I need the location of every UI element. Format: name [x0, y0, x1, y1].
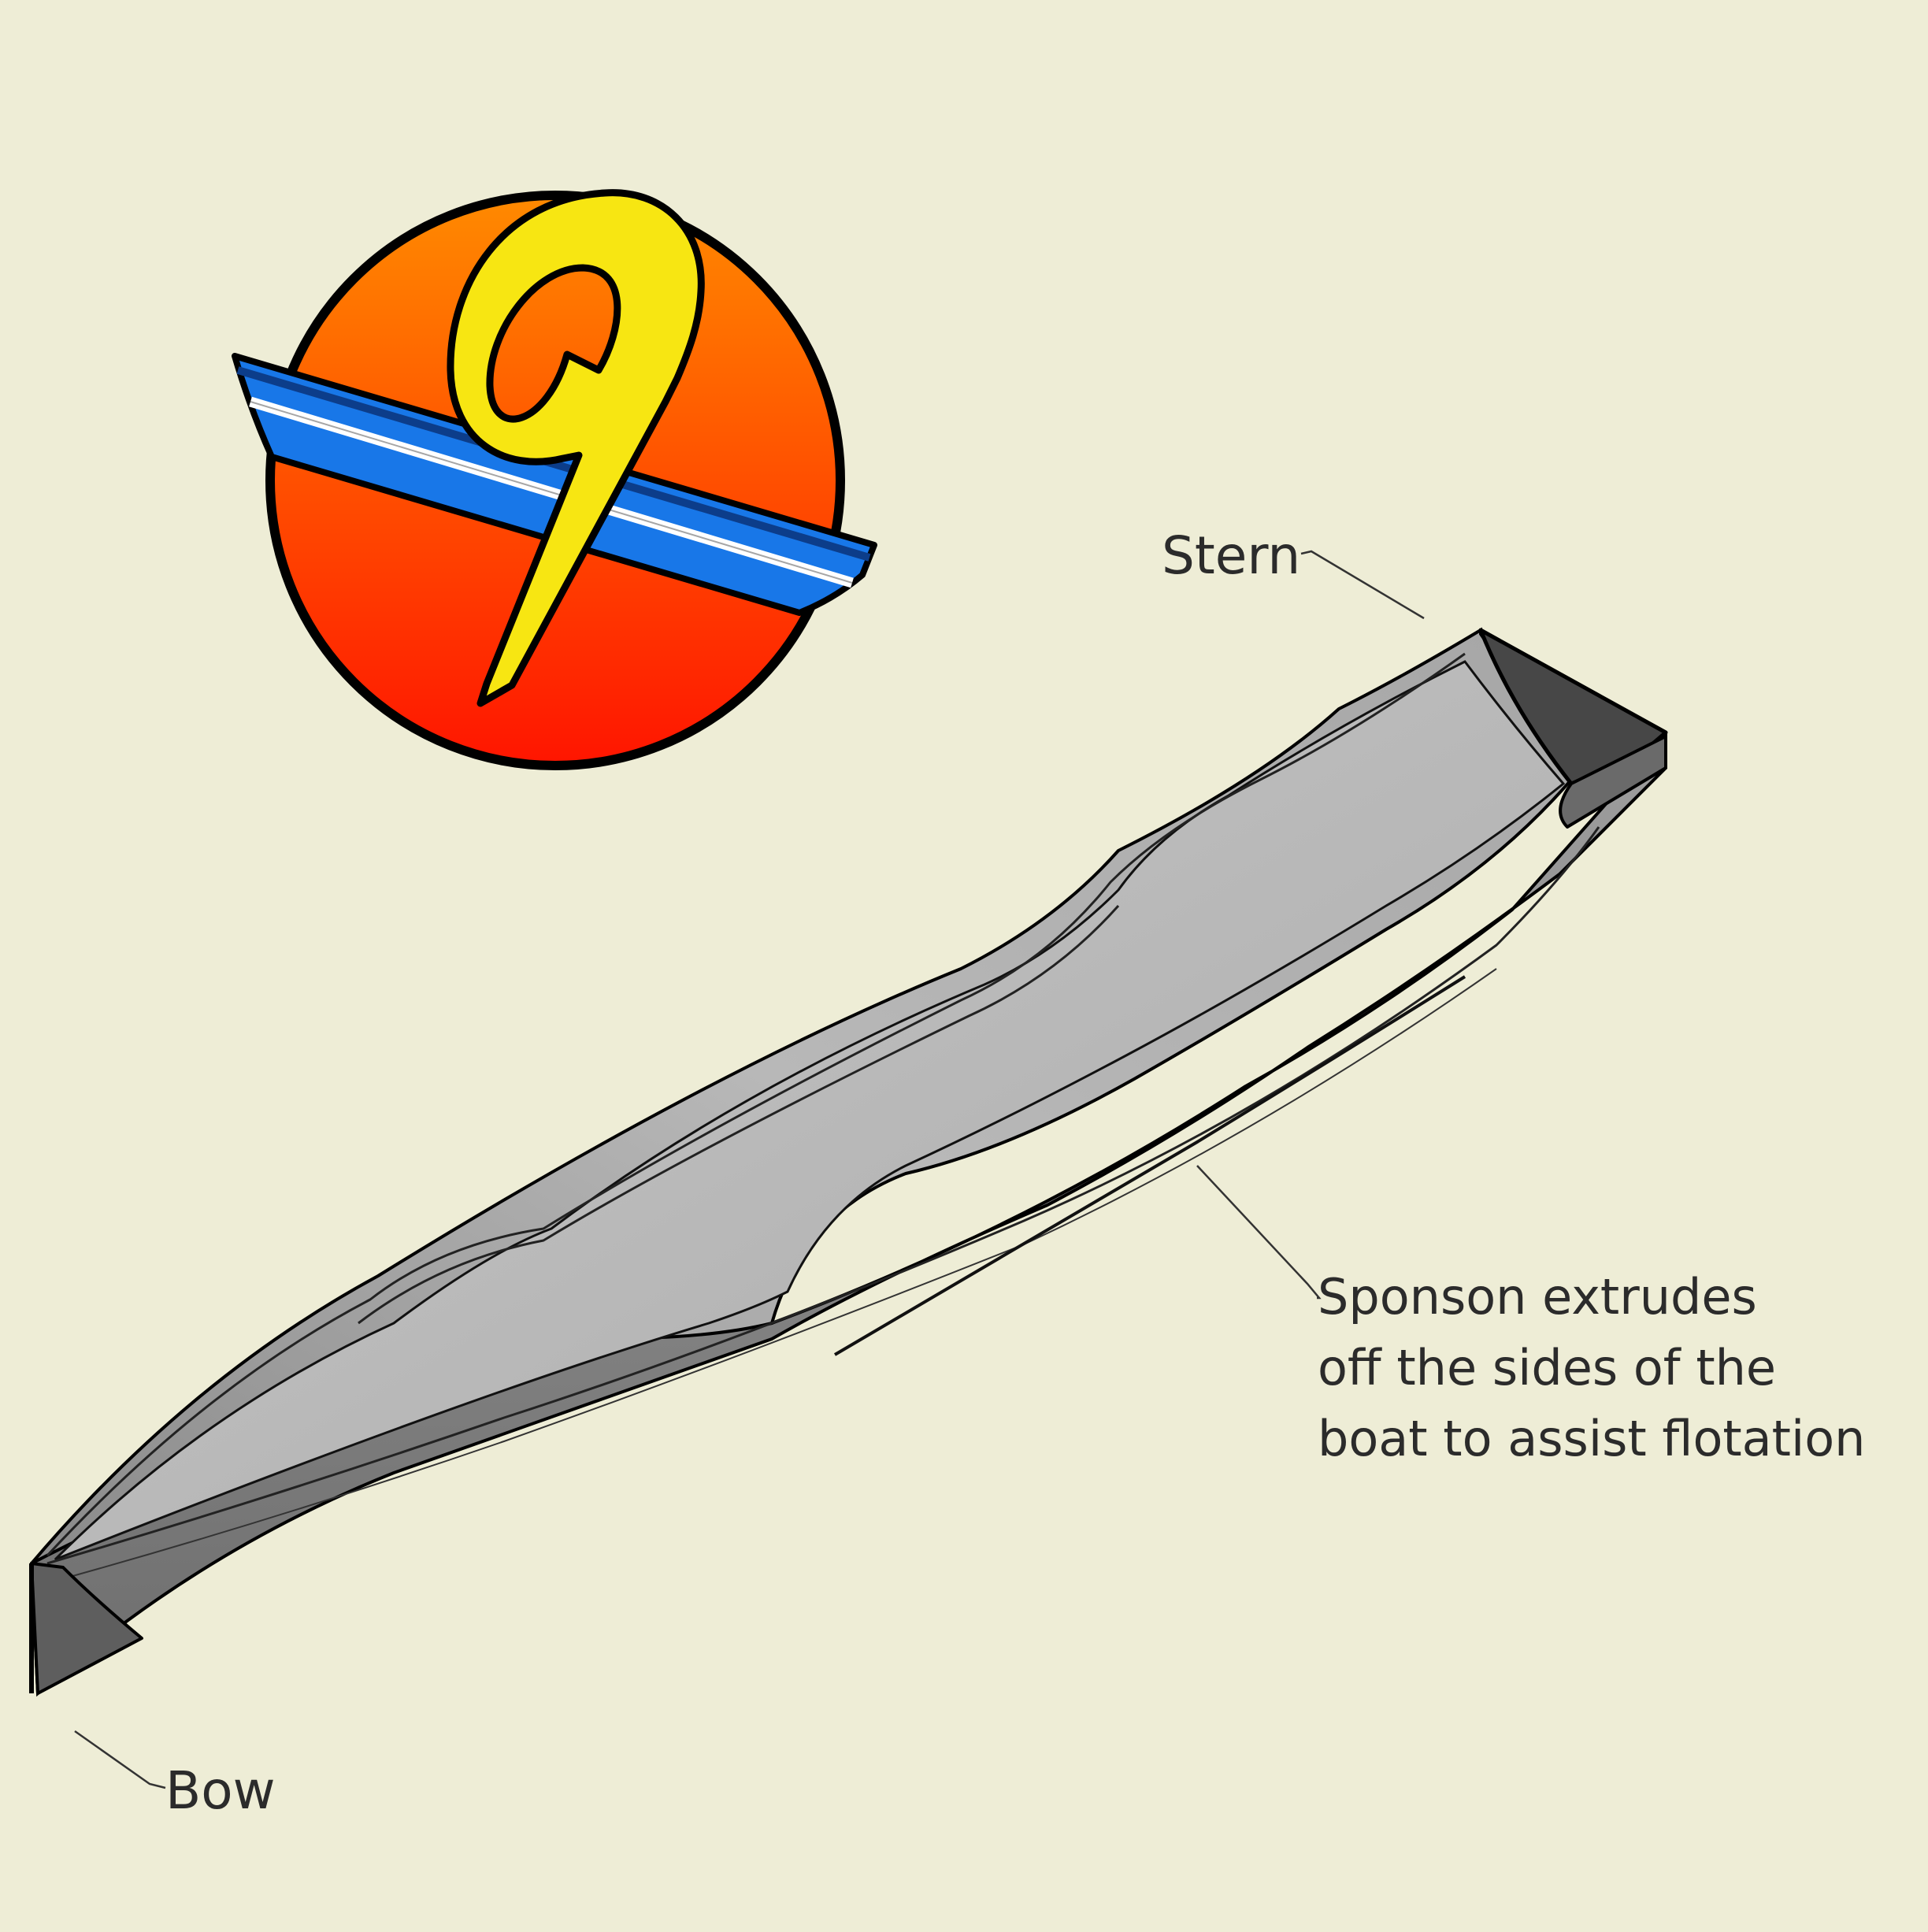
logo: 9: [232, 189, 877, 770]
logo-numeral-nine-icon: 9: [447, 189, 705, 707]
hull-chine-line-lower: [46, 968, 1497, 1584]
logo-boat-hull-icon: [232, 353, 877, 616]
callout-bow: Bow: [74, 1730, 276, 1821]
hull-gunwale-line-middle: [358, 905, 1120, 1325]
sponson-label-line-2: off the sides of the: [1318, 1339, 1776, 1396]
bow-label: Bow: [165, 1760, 276, 1821]
hull-inner-deck: [54, 660, 1566, 1561]
callout-stern: Stern: [1162, 525, 1425, 620]
boat-hull: [29, 627, 1668, 1697]
sponson-leader-line: [1196, 1165, 1322, 1300]
sponson-label-line-3: boat to assist flotation: [1318, 1410, 1865, 1467]
sponson-label-line-1: Sponson extrudes: [1318, 1268, 1757, 1326]
hull-bow-face: [30, 1562, 143, 1695]
hull-gunwale-line-upper: [46, 652, 1466, 1557]
hull-sponson-seam: [833, 975, 1466, 1356]
hull-transom-side: [1559, 735, 1667, 829]
stern-label: Stern: [1162, 525, 1300, 586]
hull-chine-line: [46, 826, 1600, 1565]
bow-leader-line: [74, 1730, 166, 1789]
sponson-label: Sponson extrudes off the sides of the bo…: [1318, 1268, 1865, 1467]
stern-leader-line: [1300, 550, 1425, 620]
callout-sponson: Sponson extrudes off the sides of the bo…: [1196, 1165, 1865, 1467]
